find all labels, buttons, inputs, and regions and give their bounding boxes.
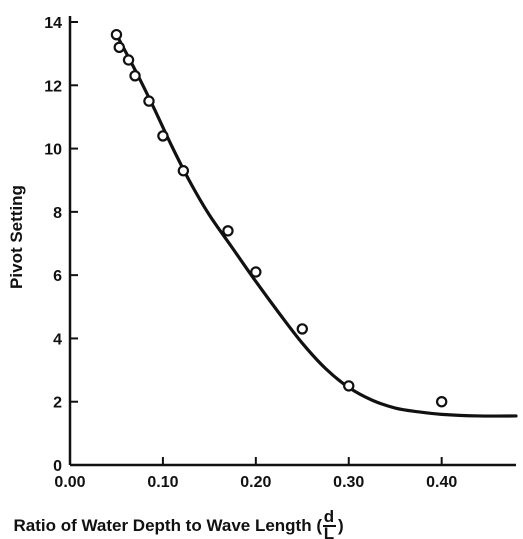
- y-tick-label: 2: [53, 395, 62, 412]
- data-point: [143, 95, 155, 107]
- x-axis-title-fraction-numerator: d: [324, 507, 334, 526]
- y-tick-label: 12: [44, 78, 62, 95]
- x-axis-title-fraction-denominator: L: [324, 524, 334, 539]
- data-point: [129, 70, 141, 82]
- data-point: [343, 380, 355, 392]
- data-point: [296, 323, 308, 335]
- x-axis-title: Ratio of Water Depth to Wave Length (: [13, 516, 322, 535]
- data-point: [122, 54, 135, 66]
- data-point: [222, 225, 234, 237]
- x-tick-label: 0.20: [240, 474, 271, 491]
- data-point: [110, 28, 123, 41]
- data-point: [435, 396, 448, 408]
- y-axis-title: Pivot Setting: [7, 185, 26, 289]
- data-point: [113, 41, 125, 54]
- y-tick-label: 6: [53, 268, 62, 285]
- x-tick-label: 0.30: [333, 474, 364, 491]
- fit-curve: [114, 33, 518, 418]
- data-points-layer: [110, 28, 448, 408]
- fit-curve-layer: [114, 33, 518, 418]
- axes: [68, 16, 516, 467]
- data-point: [250, 266, 262, 278]
- y-tick-label: 4: [53, 331, 62, 348]
- y-tick-label: 10: [44, 142, 62, 159]
- x-tick-label: 0.40: [426, 474, 457, 491]
- data-point: [157, 130, 169, 142]
- x-tick-label: 0.00: [54, 474, 85, 491]
- labels-layer: 0 2 4 6 8 10 12 14 0.00 0.10 0.20 0.30 0.40: [44, 15, 457, 491]
- y-tick-label: 8: [53, 205, 62, 222]
- x-axis-title-close: ): [338, 516, 344, 535]
- data-point: [177, 165, 190, 177]
- y-tick-label: 14: [44, 15, 62, 32]
- y-tick-label: 0: [53, 458, 62, 475]
- x-axis-title-fraction: d L: [323, 507, 336, 539]
- x-tick-label: 0.10: [147, 474, 178, 491]
